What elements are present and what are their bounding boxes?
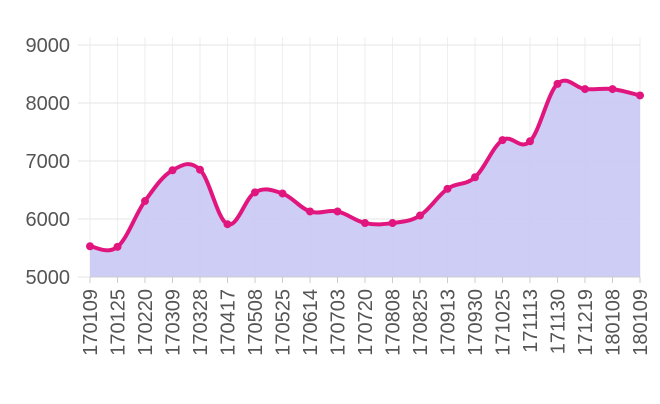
point: [251, 188, 259, 197]
point: [608, 85, 617, 94]
x-tick-label: 170720: [355, 289, 377, 356]
x-tick-label: 170109: [80, 289, 102, 356]
x-tick-label: 170525: [273, 289, 295, 356]
point: [498, 136, 507, 145]
point: [333, 207, 342, 216]
y-tick-label: 6000: [26, 209, 71, 231]
point: [471, 173, 479, 182]
point: [141, 197, 149, 206]
x-tick-label: 170220: [135, 289, 157, 356]
y-tick-label: 7000: [26, 151, 71, 173]
point: [361, 219, 369, 228]
point: [636, 91, 644, 100]
x-tick-label: 170328: [190, 289, 212, 356]
x-tick-label: 170614: [300, 289, 322, 356]
x-tick-label: 170808: [383, 289, 405, 356]
point: [526, 137, 534, 146]
point: [196, 165, 204, 174]
x-tick-label: 180109: [630, 289, 652, 356]
x-tick-label: 171130: [548, 289, 570, 354]
x-tick-label: 170508: [245, 289, 267, 356]
point: [416, 211, 424, 220]
point: [86, 242, 94, 251]
point: [443, 184, 452, 193]
point: [168, 166, 177, 175]
point: [113, 242, 122, 251]
x-tick-label: 170309: [163, 289, 185, 356]
point: [306, 207, 314, 216]
x-tick-label: 170930: [465, 289, 487, 356]
x-tick-label: 171219: [575, 289, 597, 356]
x-tick-label: 170703: [328, 289, 350, 356]
x-tick-label: 170825: [410, 289, 432, 356]
x-tick-label: 170417: [218, 289, 240, 356]
point: [223, 220, 232, 229]
x-tick-label: 170125: [108, 289, 130, 356]
x-tick-label: 170913: [438, 289, 460, 356]
y-tick-label: 9000: [26, 35, 71, 57]
x-tick-label: 171025: [493, 289, 515, 356]
x-tick-label: 171113: [520, 289, 542, 353]
point: [581, 85, 589, 94]
point: [388, 219, 397, 228]
point: [278, 189, 287, 198]
point: [553, 79, 562, 88]
y-tick-label: 8000: [26, 93, 71, 115]
x-tick-label: 180108: [603, 289, 625, 356]
y-tick-label: 5000: [26, 267, 71, 289]
